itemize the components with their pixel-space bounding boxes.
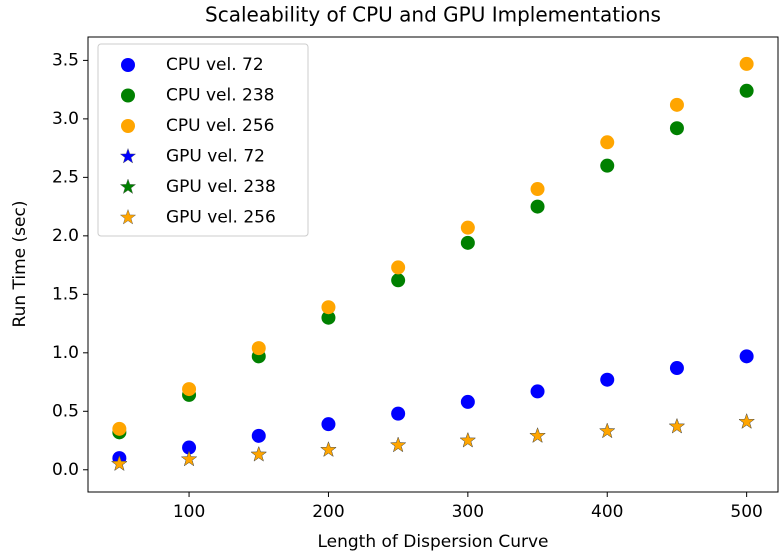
point (391, 260, 406, 275)
star-point (119, 147, 137, 164)
star-point (738, 413, 755, 429)
legend-label: CPU vel. 72 (166, 55, 264, 75)
point (600, 372, 615, 387)
point (321, 310, 336, 325)
chart-title: Scaleability of CPU and GPU Implementati… (205, 3, 661, 27)
y-tick-label: 2.0 (52, 226, 79, 246)
point (391, 406, 406, 421)
y-tick-label: 1.5 (52, 284, 79, 304)
legend-label: CPU vel. 238 (166, 86, 274, 106)
point (182, 382, 197, 397)
y-tick-label: 1.0 (52, 343, 79, 363)
y-tick-label: 0.5 (52, 401, 79, 421)
plot-frame (87, 36, 779, 493)
star-point (180, 450, 198, 467)
point (321, 300, 336, 315)
point (121, 119, 135, 133)
star-point (119, 178, 137, 194)
star-point (599, 422, 616, 439)
legend-box (97, 43, 309, 237)
point (739, 56, 754, 71)
point (739, 83, 754, 98)
x-tick-label: 200 (312, 502, 344, 522)
star-point (119, 208, 137, 225)
point (121, 58, 135, 72)
point (600, 135, 615, 150)
point (460, 394, 475, 409)
x-tick-label: 500 (730, 502, 762, 522)
y-axis-label: Run Time (sec) (10, 201, 30, 328)
point (121, 88, 135, 103)
point (530, 199, 545, 214)
star-point (668, 417, 686, 434)
point (669, 97, 684, 112)
star-point (529, 427, 546, 443)
point (600, 158, 615, 173)
x-tick-label: 300 (452, 502, 484, 522)
point (182, 440, 197, 455)
y-tick-label: 3.5 (52, 50, 79, 70)
y-tick-label: 3.0 (52, 109, 79, 129)
point (391, 273, 406, 288)
y-tick-label: 0.0 (52, 460, 79, 480)
x-tick-label: 100 (173, 502, 205, 522)
y-tick-label: 2.5 (52, 167, 79, 187)
point (251, 428, 266, 443)
star-point (111, 455, 128, 471)
point (669, 361, 684, 376)
star-point (250, 445, 267, 462)
legend-label: CPU vel. 256 (166, 116, 274, 136)
x-tick-label: 400 (591, 502, 623, 522)
point (530, 384, 545, 399)
legend-label: GPU vel. 72 (166, 147, 265, 167)
point (321, 417, 336, 432)
star-point (389, 436, 407, 453)
point (251, 341, 266, 356)
point (460, 235, 475, 250)
point (112, 421, 127, 436)
point (460, 220, 475, 235)
star-point (320, 441, 337, 457)
point (669, 121, 684, 136)
point (739, 349, 754, 364)
star-point (459, 431, 477, 448)
legend-label: GPU vel. 256 (166, 208, 276, 228)
legend-label: GPU vel. 238 (166, 177, 276, 197)
x-axis-label: Length of Dispersion Curve (317, 532, 548, 552)
point (530, 182, 545, 197)
